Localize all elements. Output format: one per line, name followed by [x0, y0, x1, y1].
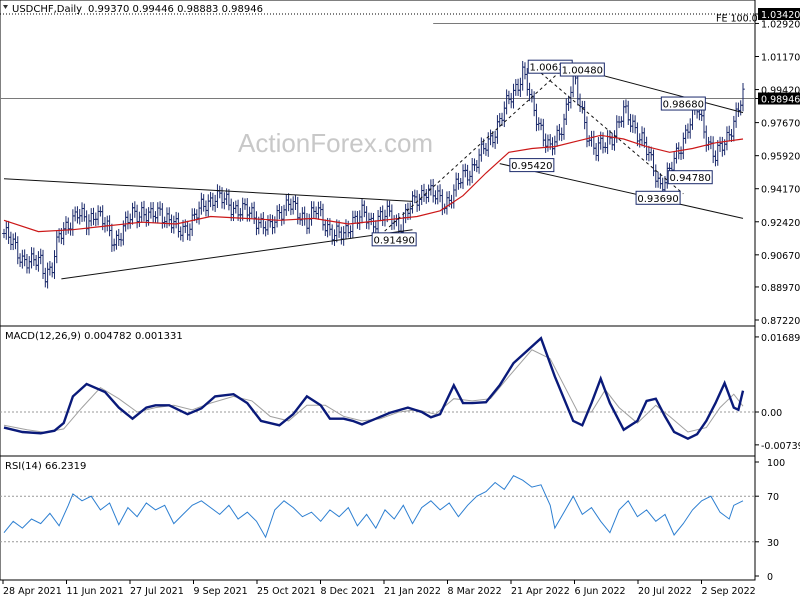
level-label: 0.94780	[667, 170, 713, 185]
time-tick-label: 20 Jul 2022	[638, 586, 692, 597]
collapse-arrow-icon[interactable]	[3, 5, 8, 9]
time-tick-label: 8 Mar 2022	[448, 586, 502, 597]
price-tick-label: 0.88970	[761, 283, 800, 294]
price-tick-label: 0.99420	[761, 86, 800, 97]
price-tick-label: 0.94170	[761, 185, 800, 196]
level-label-box	[509, 158, 555, 173]
level-label-text: 0.95420	[511, 161, 552, 172]
level-label-box	[660, 96, 706, 111]
price-tick-label: 1.02920	[761, 19, 800, 30]
macd-title: MACD(12,26,9) 0.004782 0.001331	[5, 331, 183, 342]
macd-tick-label: -0.007393	[761, 441, 800, 452]
price-tick-label: 0.92420	[761, 218, 800, 229]
moving-average-line	[3, 134, 744, 233]
time-tick-label: 21 Jan 2022	[384, 586, 441, 597]
price-tick-label: 0.90670	[761, 251, 800, 262]
rsi-line	[3, 475, 744, 539]
trend-line-5	[536, 68, 684, 195]
top-price-box	[758, 8, 800, 20]
rsi-tick-label: 100	[767, 458, 785, 469]
ohlc-bar	[741, 83, 745, 112]
time-tick-label: 2 Sep 2022	[702, 586, 756, 597]
price-tick-label: 0.87220	[761, 316, 800, 327]
macd-indicator: 0.016893 0.00 -0.007393	[0, 333, 800, 452]
rsi-tick-label: 0	[767, 572, 773, 583]
level-label-text: 0.98680	[663, 100, 704, 111]
level-label-box	[559, 62, 605, 77]
trend-line-4	[499, 163, 744, 219]
price-tick-label: 0.95920	[761, 152, 800, 163]
price-tick-label: 0.97670	[761, 119, 800, 130]
level-label: 0.91490	[371, 232, 417, 247]
trend-line-1	[61, 229, 413, 280]
trend-line-2	[375, 61, 572, 240]
level-label-text: 1.00480	[562, 66, 603, 77]
rsi-indicator: 100 70 30 0	[0, 458, 785, 583]
price-panel-frame	[0, 0, 756, 327]
time-tick-label: 8 Dec 2021	[321, 586, 376, 597]
rsi-panel-frame	[0, 455, 756, 581]
symbol-label: USDCHF,Daily	[12, 4, 82, 15]
level-label-text: 0.91490	[373, 235, 414, 246]
price-tick-label: 1.01170	[761, 53, 800, 64]
level-label-text: 0.93690	[637, 194, 678, 205]
time-axis: 28 Apr 2021 11 Jun 2021 27 Jul 2021 9 Sep 2…	[2, 580, 756, 597]
chart-title: USDCHF,Daily 0.99370 0.99446 0.98883 0.9…	[3, 4, 263, 15]
time-tick-label: 28 Apr 2021	[3, 586, 62, 597]
ohlc-values: 0.99370 0.99446 0.98883 0.98946	[88, 4, 263, 15]
macd-panel-frame	[0, 325, 756, 457]
rsi-tick-label: 30	[767, 538, 779, 549]
level-label: 0.93690	[635, 190, 681, 205]
watermark-text: ActionForex.com	[238, 128, 433, 158]
current-price-label: 0.98946	[761, 95, 800, 106]
time-tick-label: 6 Jun 2022	[575, 586, 626, 597]
macd-tick-label: 0.016893	[761, 333, 800, 344]
level-label: 1.00480	[559, 62, 605, 77]
level-label-box	[667, 170, 713, 185]
level-label-text: 1.00630	[530, 63, 571, 74]
price-horizontal-lines: FE 100.0	[0, 13, 758, 100]
macd-main-line	[3, 336, 745, 441]
level-label: 0.95420	[509, 158, 555, 173]
trend-line-0	[3, 178, 413, 202]
trend-lines	[3, 61, 744, 280]
price-ohlc-bars	[2, 60, 745, 289]
price-tick-label: 1.03420	[761, 10, 800, 21]
macd-signal-line	[3, 349, 744, 433]
rsi-title: RSI(14) 66.2319	[5, 461, 86, 472]
time-tick-label: 9 Sep 2021	[194, 586, 248, 597]
level-label: 0.98680	[660, 96, 706, 111]
level-label-text: 0.94780	[670, 173, 711, 184]
macd-tick-label: 0.00	[761, 408, 782, 419]
time-tick-label: 27 Jul 2021	[130, 586, 184, 597]
time-tick-label: 21 Apr 2022	[511, 586, 570, 597]
time-tick-label: 11 Jun 2021	[67, 586, 124, 597]
moving-average	[3, 134, 744, 233]
current-price-box	[758, 92, 800, 105]
rsi-tick-label: 70	[767, 492, 779, 503]
level-label-box	[635, 190, 681, 205]
fe-annotation: FE 100.0	[716, 13, 758, 24]
level-label-box	[371, 232, 417, 247]
time-tick-label: 25 Oct 2021	[257, 586, 316, 597]
